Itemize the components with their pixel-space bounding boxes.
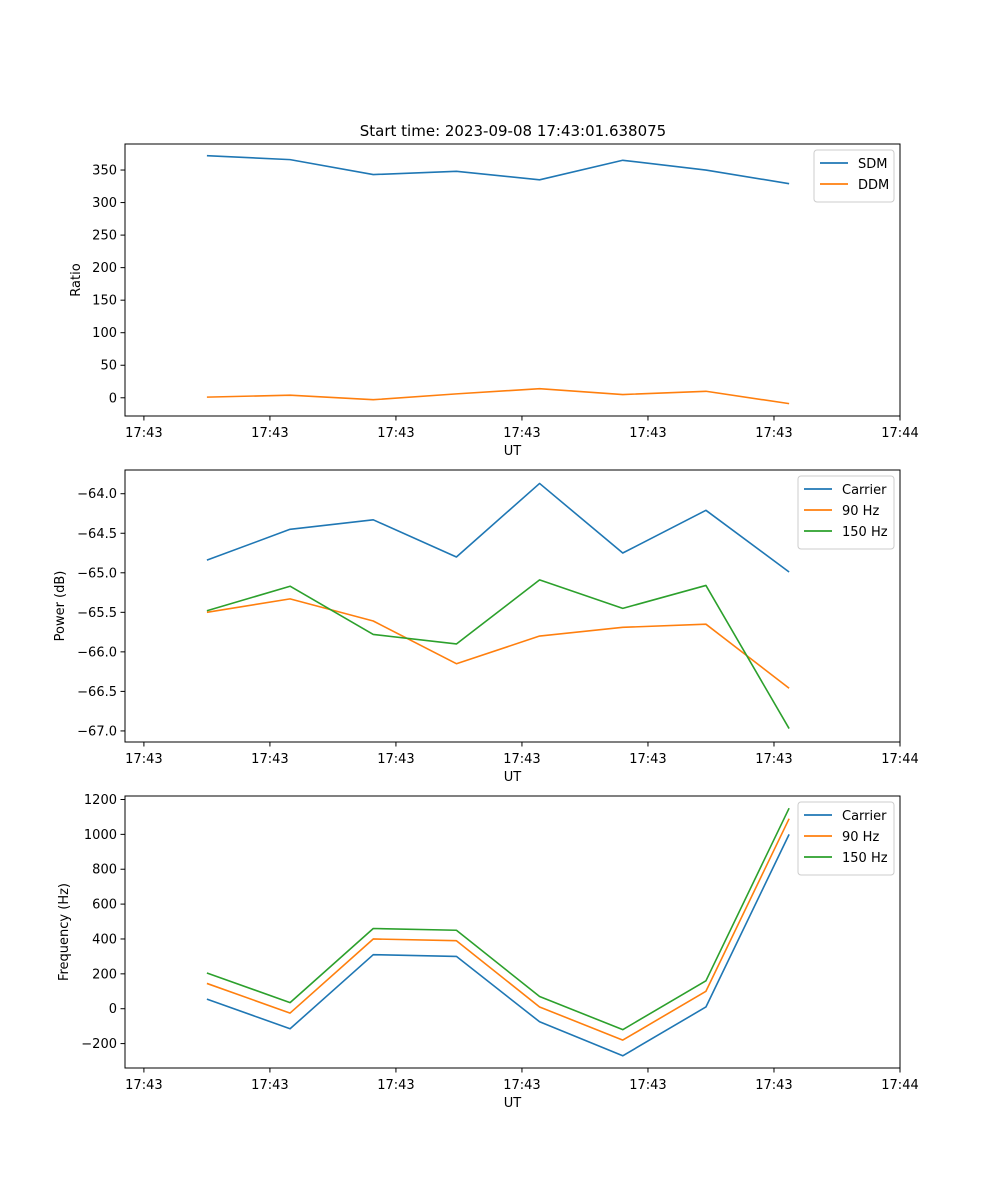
axes-frame — [124, 143, 901, 417]
x-axis-label: UT — [504, 444, 522, 459]
x-tick-label: 17:43 — [503, 426, 540, 441]
y-tick-label: 1200 — [84, 793, 117, 808]
x-tick-label: 17:44 — [881, 426, 918, 441]
y-tick-label: 100 — [92, 326, 117, 341]
legend-label: DDM — [858, 178, 889, 193]
y-tick-label: 400 — [92, 932, 117, 947]
legend-label: Carrier — [842, 809, 887, 824]
y-tick-label: 0 — [109, 1002, 117, 1017]
y-tick-label: 50 — [100, 359, 117, 374]
x-tick-label: 17:43 — [503, 1078, 540, 1093]
y-tick-label: −65.5 — [77, 606, 117, 621]
x-axis-label: UT — [504, 1096, 522, 1111]
y-tick-label: −65.0 — [77, 566, 117, 581]
axes-frame — [124, 469, 901, 743]
y-tick-label: 200 — [92, 967, 117, 982]
x-tick-label: 17:43 — [755, 752, 792, 767]
y-tick-label: 0 — [109, 391, 117, 406]
power-panel: 17:43 17:43 17:43 17:43 17:43 17:43 17:44 −67.0… — [53, 469, 919, 785]
series-line-ddm — [206, 387, 790, 405]
x-tick-label: 17:43 — [125, 752, 162, 767]
y-axis-label: Frequency (Hz) — [57, 883, 72, 981]
y-tick-label: 1000 — [84, 828, 117, 843]
x-tick-label: 17:44 — [881, 752, 918, 767]
y-tick-label: 350 — [92, 164, 117, 179]
x-axis-label: UT — [504, 770, 522, 785]
y-axis-label: Ratio — [69, 263, 84, 296]
x-tick-label: 17:43 — [629, 752, 666, 767]
y-tick-label: −66.5 — [77, 685, 117, 700]
x-tick-label: 17:43 — [755, 1078, 792, 1093]
x-tick-label: 17:44 — [881, 1078, 918, 1093]
x-tick-label: 17:43 — [125, 1078, 162, 1093]
ratio-panel: 17:43 17:43 17:43 17:43 17:43 17:43 17:44 0 50 10… — [69, 143, 919, 459]
y-tick-label: −67.0 — [77, 724, 117, 739]
y-tick-label: 200 — [92, 261, 117, 276]
series-line-90-hz — [206, 598, 790, 689]
series-line-90-hz — [206, 818, 790, 1041]
legend-label: Carrier — [842, 483, 887, 498]
y-tick-label: 150 — [92, 294, 117, 309]
x-tick-label: 17:43 — [125, 426, 162, 441]
y-tick-label: −66.0 — [77, 645, 117, 660]
x-tick-label: 17:43 — [629, 1078, 666, 1093]
legend-label: 90 Hz — [842, 504, 879, 519]
x-tick-label: 17:43 — [377, 1078, 414, 1093]
series-line-150-hz — [206, 579, 790, 729]
x-tick-label: 17:43 — [251, 752, 288, 767]
y-tick-label: −200 — [81, 1037, 117, 1052]
y-tick-label: −64.5 — [77, 527, 117, 542]
x-tick-label: 17:43 — [251, 1078, 288, 1093]
x-tick-label: 17:43 — [629, 426, 666, 441]
legend-label: 150 Hz — [842, 851, 888, 866]
series-line-carrier — [206, 482, 790, 573]
y-tick-label: 300 — [92, 196, 117, 211]
x-tick-label: 17:43 — [251, 426, 288, 441]
x-tick-label: 17:43 — [377, 752, 414, 767]
series-line-carrier — [206, 834, 790, 1057]
legend-label: 150 Hz — [842, 525, 888, 540]
y-tick-label: 600 — [92, 898, 117, 913]
frequency-panel: 17:43 17:43 17:43 17:43 17:43 17:43 17:44 −200 0… — [57, 793, 919, 1111]
x-tick-label: 17:43 — [377, 426, 414, 441]
series-line-150-hz — [206, 807, 790, 1031]
axes-frame — [124, 795, 901, 1069]
legend-label: 90 Hz — [842, 830, 879, 845]
series-line-sdm — [206, 154, 790, 185]
y-tick-label: −64.0 — [77, 487, 117, 502]
chart-title: Start time: 2023-09-08 17:43:01.638075 — [360, 122, 666, 140]
x-tick-label: 17:43 — [755, 426, 792, 441]
y-tick-label: 250 — [92, 229, 117, 244]
y-tick-label: 800 — [92, 863, 117, 878]
x-tick-label: 17:43 — [503, 752, 540, 767]
y-axis-label: Power (dB) — [53, 571, 68, 642]
legend-label: SDM — [858, 157, 887, 172]
